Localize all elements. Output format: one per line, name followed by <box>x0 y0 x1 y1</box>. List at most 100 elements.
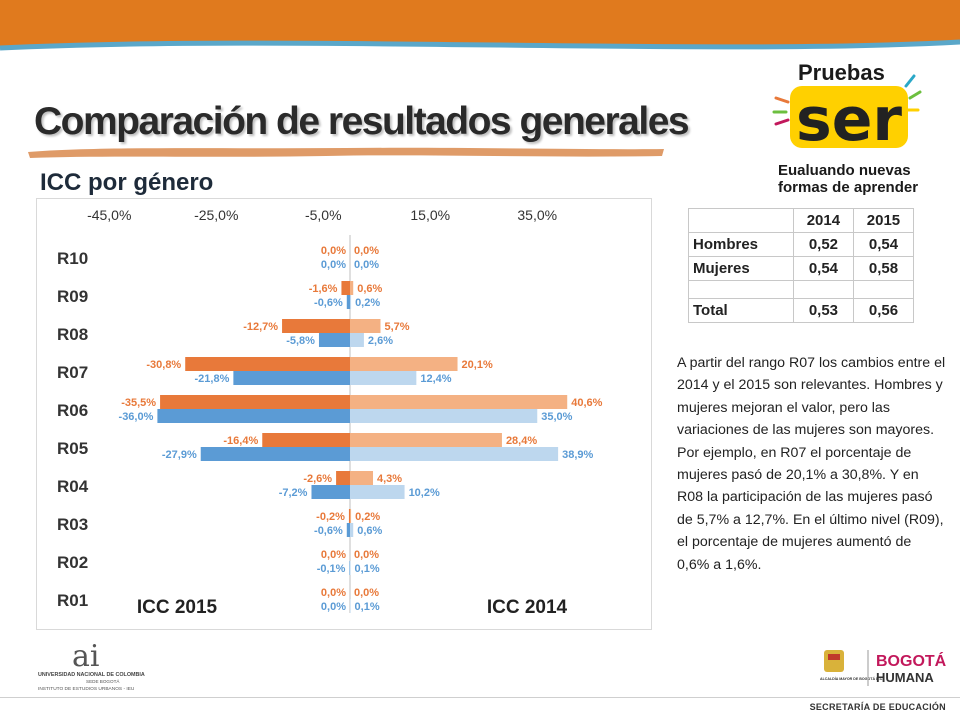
category-label: R01 <box>57 591 88 610</box>
x-tick-label: 15,0% <box>410 207 450 223</box>
bar-icc-2015-chicos <box>311 485 350 499</box>
svg-text:UNIVERSIDAD NACIONAL DE COLOMB: UNIVERSIDAD NACIONAL DE COLOMBIA <box>38 672 145 678</box>
unal-logo: ai UNIVERSIDAD NACIONAL DE COLOMBIA SEDE… <box>38 640 145 692</box>
summary-row-label: Mujeres <box>688 256 794 281</box>
x-tick-label: 35,0% <box>517 207 557 223</box>
data-label: 0,6% <box>357 283 382 295</box>
summary-row-label <box>688 280 794 299</box>
page-title: Comparación de resultados generales <box>34 100 690 143</box>
svg-text:BOGOTÁ: BOGOTÁ <box>876 651 946 670</box>
x-tick-label: -45,0% <box>87 207 131 223</box>
data-label: 0,0% <box>321 601 346 613</box>
analysis-note: A partir del rango R07 los cambios entre… <box>677 355 946 573</box>
bar-icc-2015-chicas <box>336 471 350 485</box>
bar-icc-2014-chicos <box>350 561 351 575</box>
summary-cell: 0,58 <box>852 256 915 281</box>
data-label: 0,1% <box>355 563 380 575</box>
title-brush-underline <box>28 147 664 158</box>
bar-icc-2014-chicas <box>350 509 352 523</box>
data-label: -0,1% <box>317 563 346 575</box>
data-label: -16,4% <box>223 435 258 447</box>
category-label: R08 <box>57 325 88 344</box>
summary-cell <box>852 280 915 299</box>
summary-header-2014: 2014 <box>792 208 854 233</box>
bar-icc-2014-chicos <box>350 371 417 385</box>
data-label: -5,8% <box>286 335 315 347</box>
data-label: -27,9% <box>162 449 197 461</box>
data-label: -1,6% <box>309 283 338 295</box>
data-label: 0,0% <box>321 549 346 561</box>
data-label: -30,8% <box>146 359 181 371</box>
bogota-humana-logo: ALCALDÍA MAYOR DE BOGOTÁ D.C. BOGOTÁ HUM… <box>820 650 946 686</box>
bar-icc-2015-chicas <box>262 433 350 447</box>
bar-icc-2014-chicos <box>350 409 538 423</box>
svg-text:ai: ai <box>72 640 99 674</box>
svg-text:INSTITUTO DE ESTUDIOS URBANOS: INSTITUTO DE ESTUDIOS URBANOS - IEU <box>38 686 135 692</box>
footer-secretaria: SECRETARÍA DE EDUCACIÓN <box>809 702 946 712</box>
data-label: -7,2% <box>279 487 308 499</box>
category-label: R02 <box>57 553 88 572</box>
bar-icc-2015-chicos <box>157 409 350 423</box>
bar-icc-2015-chicas <box>185 357 350 371</box>
summary-header-row: 2014 2015 <box>688 208 915 233</box>
data-label: 12,4% <box>420 373 451 385</box>
bar-icc-2015-chicas <box>160 395 350 409</box>
summary-row-label: Total <box>688 298 794 323</box>
x-tick-label: -5,0% <box>305 207 342 223</box>
summary-row-hombres: Hombres 0,52 0,54 <box>688 232 915 257</box>
side-label-icc-2014: ICC 2014 <box>487 597 568 618</box>
bar-icc-2014-chicos <box>350 485 405 499</box>
data-label: 0,0% <box>321 587 346 599</box>
bar-icc-2015-chicas <box>348 509 350 523</box>
side-label-icc-2015: ICC 2015 <box>137 597 218 618</box>
data-label: 2,6% <box>368 335 393 347</box>
data-label: 0,0% <box>354 245 379 257</box>
data-label: 0,0% <box>354 587 379 599</box>
category-label: R03 <box>57 515 88 534</box>
data-label: -0,6% <box>314 525 343 537</box>
bar-icc-2014-chicas <box>350 433 502 447</box>
category-label: R10 <box>57 249 88 268</box>
summary-table: 2014 2015 Hombres 0,52 0,54 Mujeres 0,54… <box>688 208 915 323</box>
data-label: 10,2% <box>409 487 440 499</box>
svg-text:Pruebas: Pruebas <box>798 60 885 85</box>
data-label: 0,1% <box>355 601 380 613</box>
summary-row-mujeres: Mujeres 0,54 0,58 <box>688 256 915 281</box>
data-label: -2,6% <box>303 473 332 485</box>
pruebas-ser-logo: Pruebas ser <box>772 60 922 155</box>
data-label: 5,7% <box>384 321 409 333</box>
svg-text:ALCALDÍA MAYOR DE BOGOTÁ D.C.: ALCALDÍA MAYOR DE BOGOTÁ D.C. <box>820 676 883 681</box>
icc-gender-chart: -45,0% -25,0% -5,0% 15,0% 35,0% R10 0,0% 0,0% 0,… <box>57 207 603 618</box>
data-label: 40,6% <box>571 397 602 409</box>
summary-cell: 0,52 <box>792 232 854 257</box>
summary-row-label: Hombres <box>688 232 794 257</box>
logo-tagline-line1: Eualuando nuevas <box>778 162 911 179</box>
bar-icc-2015-chicas <box>282 319 350 333</box>
bar-icc-2015-chicos <box>233 371 350 385</box>
data-label: 35,0% <box>541 411 572 423</box>
bar-icc-2014-chicas <box>350 357 458 371</box>
data-label: 0,0% <box>354 549 379 561</box>
summary-header-2015: 2015 <box>852 208 915 233</box>
data-label: 0,0% <box>354 259 379 271</box>
data-label: 20,1% <box>462 359 493 371</box>
bar-icc-2014-chicas <box>350 319 381 333</box>
svg-text:SEDE BOGOTÁ: SEDE BOGOTÁ <box>86 678 120 684</box>
x-tick-label: -25,0% <box>194 207 238 223</box>
data-label: -0,2% <box>316 511 345 523</box>
bar-icc-2014-chicos <box>350 599 351 613</box>
chart-container: -45,0% -25,0% -5,0% 15,0% 35,0% R10 0,0% 0,0% 0,… <box>36 198 652 630</box>
data-label: 28,4% <box>506 435 537 447</box>
bar-icc-2014-chicas <box>350 281 354 295</box>
summary-cell: 0,54 <box>792 256 854 281</box>
category-label: R04 <box>57 477 89 496</box>
summary-row-total: Total 0,53 0,56 <box>688 298 915 323</box>
data-label: -35,5% <box>121 397 156 409</box>
logo-tagline-line2: formas de aprender <box>778 179 919 196</box>
svg-text:HUMANA: HUMANA <box>876 670 934 685</box>
summary-cell: 0,53 <box>792 298 854 323</box>
data-label: 0,0% <box>321 259 346 271</box>
data-label: 0,6% <box>357 525 382 537</box>
footer-divider <box>0 697 960 698</box>
data-label: 4,3% <box>377 473 402 485</box>
